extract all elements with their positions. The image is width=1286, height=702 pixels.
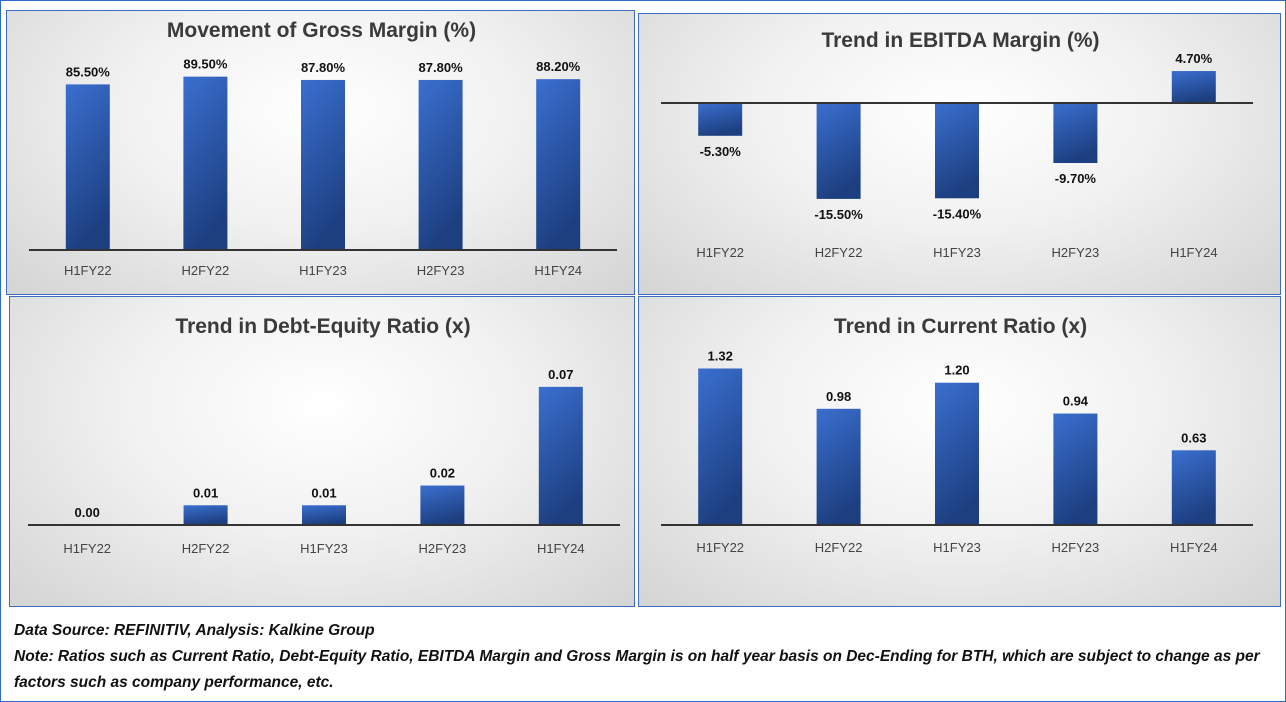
x-tick-label: H1FY24: [537, 541, 585, 556]
x-tick-label: H1FY23: [933, 540, 981, 555]
current-ratio-chart: Trend in Current Ratio (x) 1.32 H1FY22 0.98…: [638, 296, 1281, 607]
chart-title: Trend in EBITDA Margin (%): [821, 29, 1099, 52]
data-label: 85.50%: [66, 64, 111, 79]
data-label: 0.01: [311, 485, 336, 500]
x-tick-label: H1FY24: [1170, 245, 1218, 260]
bar: [935, 103, 979, 199]
gross-margin-chart: Movement of Gross Margin (%) 85.50% H1FY22…: [6, 10, 635, 295]
bar: [418, 79, 463, 250]
bar: [65, 84, 110, 251]
bar: [183, 76, 228, 250]
note-text: Note: Ratios such as Current Ratio, Debt…: [14, 648, 1260, 691]
bar: [816, 103, 861, 199]
footer-notes: Data Source: REFINITIV, Analysis: Kalkin…: [14, 618, 1276, 696]
x-tick-label: H2FY22: [182, 263, 230, 278]
chart-title: Trend in Debt-Equity Ratio (x): [175, 315, 470, 338]
data-label: 89.50%: [183, 57, 228, 72]
debt-equity-chart: Trend in Debt-Equity Ratio (x) 0.00 H1FY22…: [9, 296, 635, 607]
x-tick-label: H1FY22: [696, 540, 744, 555]
data-label: 0.07: [548, 367, 573, 382]
data-label: 1.20: [944, 363, 969, 378]
data-label: 1.32: [708, 348, 733, 363]
x-tick-label: H1FY24: [1170, 540, 1218, 555]
x-tick-label: H2FY22: [815, 540, 863, 555]
x-tick-label: H1FY23: [299, 263, 347, 278]
x-tick-label: H1FY22: [64, 263, 112, 278]
ebitda-margin-chart: Trend in EBITDA Margin (%) -5.30% H1FY22 -1…: [638, 13, 1281, 295]
bar: [536, 79, 581, 250]
bar: [1171, 450, 1216, 525]
x-tick-label: H2FY23: [1052, 245, 1100, 260]
data-label: 0.63: [1181, 430, 1206, 445]
x-tick-label: H2FY23: [419, 541, 467, 556]
data-label: -5.30%: [700, 144, 742, 159]
x-tick-label: H1FY22: [696, 245, 744, 260]
chart-title: Trend in Current Ratio (x): [834, 315, 1087, 338]
x-tick-label: H2FY22: [182, 541, 230, 556]
data-label: 0.00: [75, 505, 100, 520]
bar: [1053, 413, 1098, 525]
data-label: 0.98: [826, 389, 851, 404]
bar: [816, 408, 861, 525]
data-label: 87.80%: [301, 60, 346, 75]
bar: [935, 382, 979, 525]
x-tick-label: H1FY22: [63, 541, 111, 556]
x-tick-label: H2FY23: [417, 263, 465, 278]
data-label: 0.94: [1063, 394, 1089, 409]
x-tick-label: H1FY23: [300, 541, 348, 556]
data-label: 4.70%: [1175, 51, 1212, 66]
data-label: -9.70%: [1055, 171, 1097, 186]
x-tick-label: H2FY23: [1052, 540, 1100, 555]
bar: [698, 368, 743, 525]
bar: [1171, 71, 1216, 103]
data-label: 87.80%: [419, 60, 464, 75]
bar: [698, 103, 743, 136]
data-source-text: Data Source: REFINITIV, Analysis: Kalkin…: [14, 622, 375, 639]
data-label: 0.02: [430, 466, 455, 481]
data-label: 88.20%: [536, 59, 581, 74]
data-label: -15.50%: [814, 207, 863, 222]
data-label: 0.01: [193, 485, 218, 500]
bar: [301, 79, 345, 250]
bar: [538, 386, 583, 525]
bar: [183, 505, 228, 525]
bar: [420, 485, 465, 525]
x-tick-label: H1FY24: [534, 263, 582, 278]
x-tick-label: H1FY23: [933, 245, 981, 260]
bar: [1053, 103, 1098, 164]
bar: [302, 505, 346, 525]
data-label: -15.40%: [933, 206, 982, 221]
chart-title: Movement of Gross Margin (%): [167, 19, 476, 42]
x-tick-label: H2FY22: [815, 245, 863, 260]
